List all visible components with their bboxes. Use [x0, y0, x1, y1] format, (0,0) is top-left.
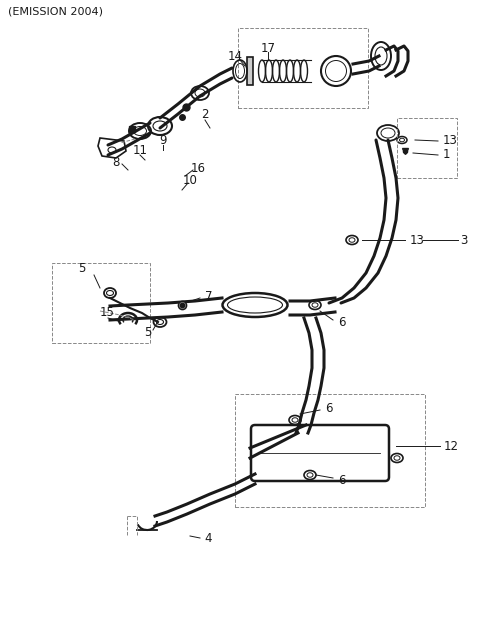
Text: 4: 4: [204, 531, 212, 544]
Text: 14: 14: [228, 50, 242, 63]
Text: 13: 13: [443, 135, 458, 147]
Text: 11: 11: [132, 144, 147, 156]
Text: 6: 6: [338, 316, 346, 329]
Text: 16: 16: [191, 161, 205, 175]
Text: (EMISSION 2004): (EMISSION 2004): [8, 6, 103, 16]
Text: 10: 10: [182, 174, 197, 186]
Text: 12: 12: [444, 440, 459, 452]
Text: 7: 7: [205, 290, 213, 302]
Text: 8: 8: [113, 156, 120, 170]
Text: 17: 17: [261, 41, 276, 54]
Bar: [235, 394, 425, 507]
Bar: [397, 118, 457, 178]
Bar: [238, 28, 368, 108]
Polygon shape: [247, 57, 253, 85]
Text: 1: 1: [443, 149, 451, 161]
Text: 6: 6: [338, 473, 346, 487]
Text: 6: 6: [325, 401, 333, 415]
Text: 13: 13: [410, 234, 425, 246]
Text: 9: 9: [159, 133, 167, 147]
Text: 3: 3: [460, 234, 468, 246]
Bar: [52, 263, 150, 343]
Text: 5: 5: [78, 262, 86, 274]
Text: 15: 15: [99, 306, 114, 320]
Text: 2: 2: [201, 108, 209, 121]
Text: 5: 5: [144, 327, 152, 339]
